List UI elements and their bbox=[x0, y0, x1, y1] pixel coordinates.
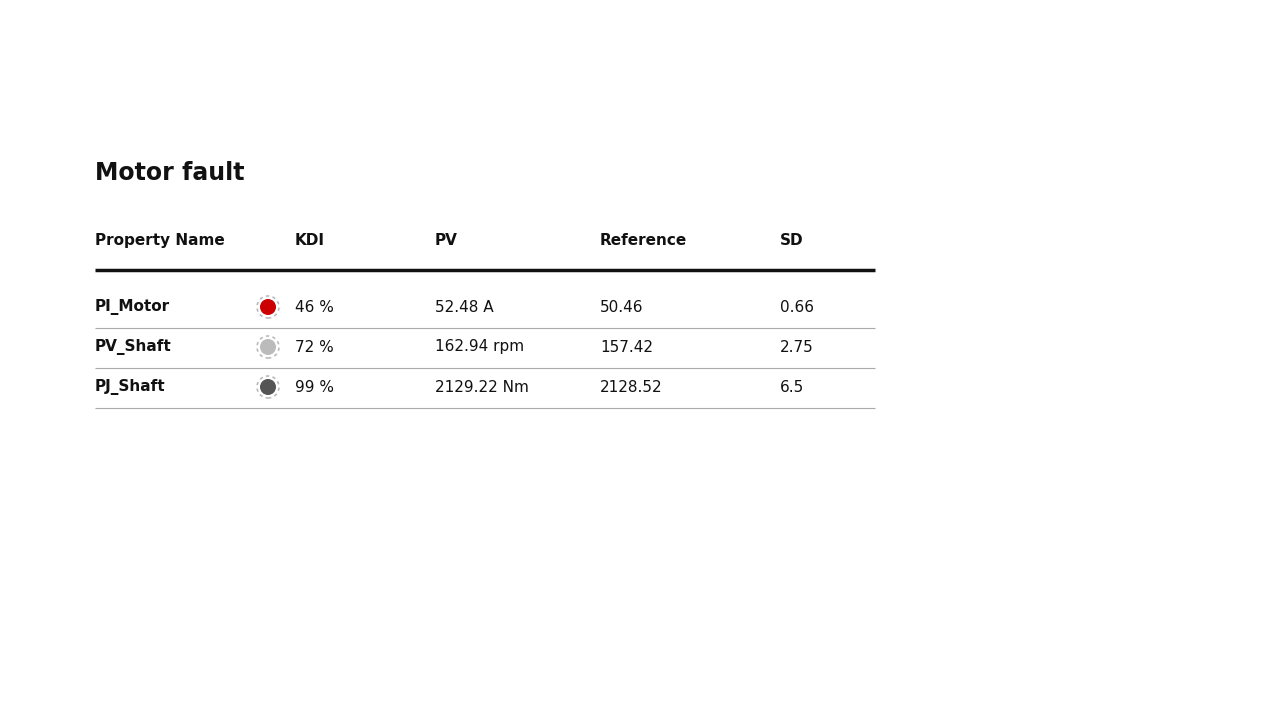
Circle shape bbox=[260, 339, 276, 355]
Text: Motor fault: Motor fault bbox=[95, 161, 244, 185]
Text: 2129.22 Nm: 2129.22 Nm bbox=[435, 379, 529, 395]
Text: 50.46: 50.46 bbox=[600, 300, 644, 315]
Text: PV_Shaft: PV_Shaft bbox=[95, 339, 172, 355]
Text: 0.66: 0.66 bbox=[780, 300, 814, 315]
Circle shape bbox=[260, 379, 276, 395]
Text: Reference: Reference bbox=[600, 233, 687, 248]
Text: 99 %: 99 % bbox=[294, 379, 334, 395]
Text: 157.42: 157.42 bbox=[600, 340, 653, 354]
Text: 2128.52: 2128.52 bbox=[600, 379, 663, 395]
Text: 52.48 A: 52.48 A bbox=[435, 300, 494, 315]
Text: 162.94 rpm: 162.94 rpm bbox=[435, 340, 524, 354]
Text: 6.5: 6.5 bbox=[780, 379, 804, 395]
Text: PI_Motor: PI_Motor bbox=[95, 299, 170, 315]
Circle shape bbox=[260, 299, 276, 315]
Text: Property Name: Property Name bbox=[95, 233, 225, 248]
Text: 72 %: 72 % bbox=[294, 340, 334, 354]
Text: 2.75: 2.75 bbox=[780, 340, 814, 354]
Text: PV: PV bbox=[435, 233, 458, 248]
Text: 46 %: 46 % bbox=[294, 300, 334, 315]
Text: PJ_Shaft: PJ_Shaft bbox=[95, 379, 165, 395]
Text: SD: SD bbox=[780, 233, 804, 248]
Text: KDI: KDI bbox=[294, 233, 325, 248]
